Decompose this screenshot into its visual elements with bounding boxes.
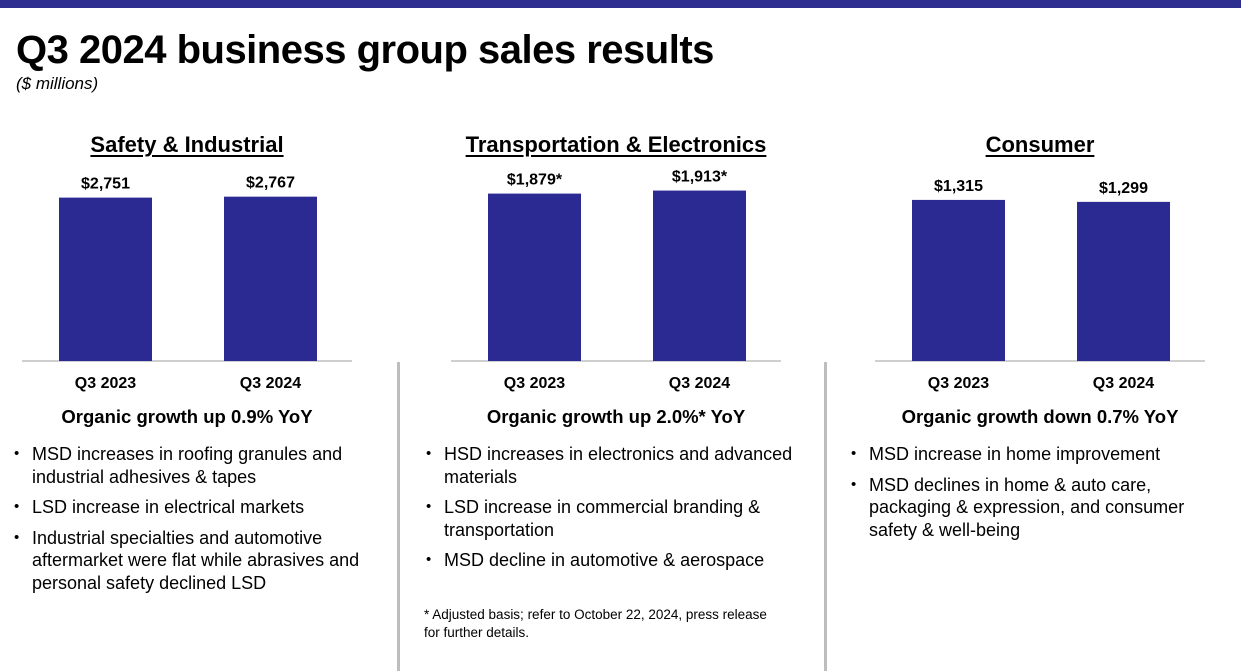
bar-value-label: $1,913* — [672, 169, 728, 186]
list-item: HSD increases in electronics and advance… — [426, 443, 806, 488]
panel-title: Consumer — [985, 132, 1095, 157]
x-tick-label: Q3 2023 — [75, 375, 136, 392]
bar-value-label: $1,879* — [507, 172, 563, 189]
bar-chart-transportation-electronics: $1,879* Q3 2023 $1,913* Q3 2024 — [451, 169, 781, 392]
panel-title: Transportation & Electronics — [465, 132, 767, 157]
bar — [488, 193, 581, 361]
panel-divider-1 — [397, 362, 400, 671]
panel-title: Safety & Industrial — [90, 132, 284, 157]
bar — [653, 190, 746, 361]
x-tick-label: Q3 2024 — [240, 375, 301, 392]
x-tick-label: Q3 2024 — [669, 375, 730, 392]
panel-divider-2 — [824, 362, 827, 671]
bar-chart-consumer: $1,315 Q3 2023 $1,299 Q3 2024 — [875, 178, 1205, 392]
list-item: MSD increases in roofing granules and in… — [14, 443, 384, 488]
bar-value-label: $2,751 — [81, 176, 130, 193]
bar-value-label: $1,315 — [934, 178, 983, 195]
footnote: * Adjusted basis; refer to October 22, 2… — [424, 607, 767, 640]
bar — [59, 197, 152, 361]
panel-transportation-electronics: Transportation & Electronics $1,879* Q3 2… — [451, 0, 781, 671]
growth-summary: Organic growth down 0.7% YoY — [901, 406, 1179, 427]
list-item: LSD increase in electrical markets — [14, 496, 384, 519]
bar — [224, 196, 317, 361]
bar-value-label: $1,299 — [1099, 180, 1148, 197]
bullet-list-consumer: MSD increase in home improvement MSD dec… — [851, 443, 1191, 549]
x-tick-label: Q3 2023 — [928, 375, 989, 392]
list-item: Industrial specialties and automotive af… — [14, 527, 384, 595]
top-accent-bar — [0, 0, 1241, 8]
panel-safety-industrial: Safety & Industrial $2,751 Q3 2023 $2,767 Q… — [22, 0, 352, 671]
panel-consumer: Consumer $1,315 Q3 2023 $1,299 Q3 2024 Orga… — [875, 0, 1205, 671]
list-item: MSD declines in home & auto care, packag… — [851, 474, 1191, 542]
bar-value-label: $2,767 — [246, 175, 295, 192]
x-tick-label: Q3 2024 — [1093, 375, 1154, 392]
list-item: MSD increase in home improvement — [851, 443, 1191, 466]
bullet-list-transportation-electronics: HSD increases in electronics and advance… — [426, 443, 806, 580]
bar — [1077, 201, 1170, 361]
list-item: LSD increase in commercial branding & tr… — [426, 496, 806, 541]
growth-summary: Organic growth up 0.9% YoY — [61, 406, 313, 427]
list-item: MSD decline in automotive & aerospace — [426, 549, 806, 572]
page-subtitle: ($ millions) — [16, 74, 99, 93]
page-title: Q3 2024 business group sales results — [16, 28, 714, 72]
bar-chart-safety-industrial: $2,751 Q3 2023 $2,767 Q3 2024 — [22, 175, 352, 392]
bullet-list-safety-industrial: MSD increases in roofing granules and in… — [14, 443, 384, 602]
x-tick-label: Q3 2023 — [504, 375, 565, 392]
bar — [912, 199, 1005, 361]
growth-summary: Organic growth up 2.0%* YoY — [486, 406, 746, 427]
